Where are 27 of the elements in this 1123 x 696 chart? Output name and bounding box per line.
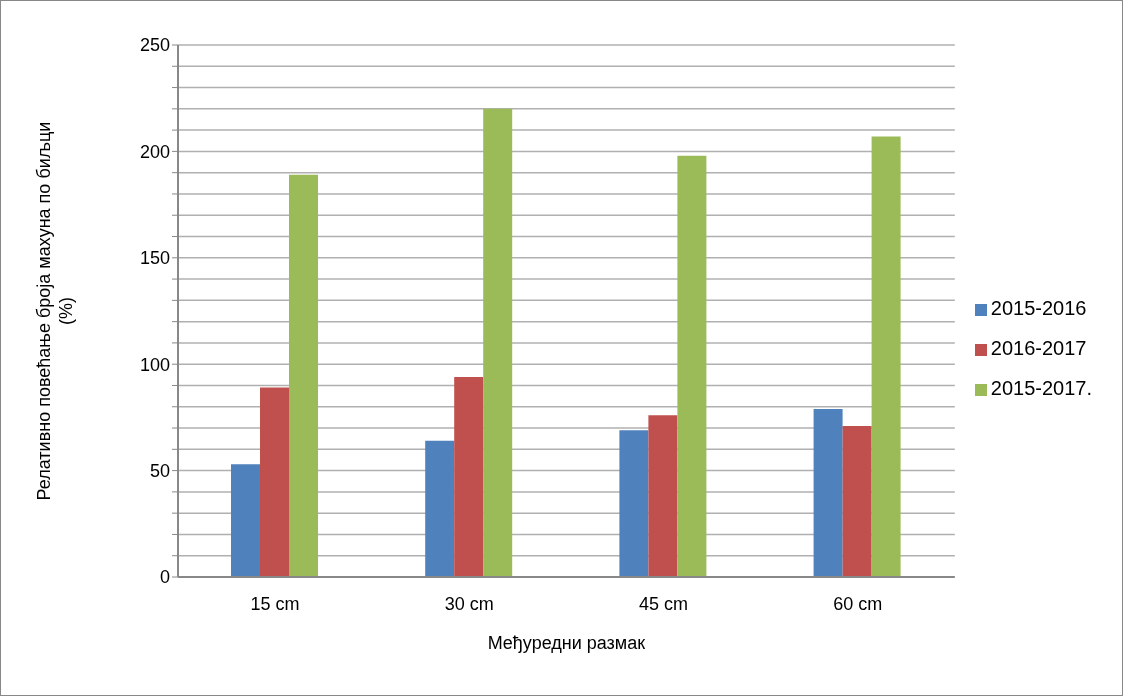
y-tick-label: 250 bbox=[139, 35, 170, 56]
x-tick-label: 45 cm bbox=[638, 593, 689, 614]
bar bbox=[871, 136, 901, 577]
bar bbox=[483, 108, 513, 577]
bar bbox=[260, 387, 289, 577]
legend-label: 2015-2017. bbox=[990, 377, 1092, 399]
y-axis-title: Релативно повећање броја махуна по биљци (%) bbox=[34, 121, 76, 501]
bar bbox=[454, 376, 484, 577]
y-tick-label: 100 bbox=[139, 354, 170, 375]
legend-label: 2015-2016 bbox=[990, 297, 1087, 319]
bar bbox=[425, 440, 455, 577]
bar bbox=[648, 415, 678, 577]
x-tick-label: 15 cm bbox=[250, 593, 300, 614]
bar bbox=[619, 430, 649, 577]
bar bbox=[813, 408, 843, 577]
y-tick-label: 200 bbox=[139, 141, 170, 162]
bar bbox=[842, 425, 872, 577]
legend-label: 2016-2017 bbox=[990, 337, 1087, 359]
bar bbox=[289, 174, 318, 577]
y-tick-label: 150 bbox=[139, 248, 170, 269]
x-tick-label: 60 cm bbox=[833, 593, 883, 614]
x-axis-title: Међуредни размак bbox=[487, 633, 646, 653]
y-tick-label: 0 bbox=[159, 567, 170, 588]
bar bbox=[677, 155, 707, 577]
x-tick-label: 30 cm bbox=[444, 593, 494, 614]
y-tick-label: 50 bbox=[149, 460, 170, 481]
bar bbox=[231, 464, 260, 577]
